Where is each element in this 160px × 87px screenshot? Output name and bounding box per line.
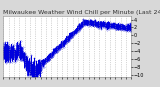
- Text: Milwaukee Weather Wind Chill per Minute (Last 24 Hours): Milwaukee Weather Wind Chill per Minute …: [3, 10, 160, 15]
